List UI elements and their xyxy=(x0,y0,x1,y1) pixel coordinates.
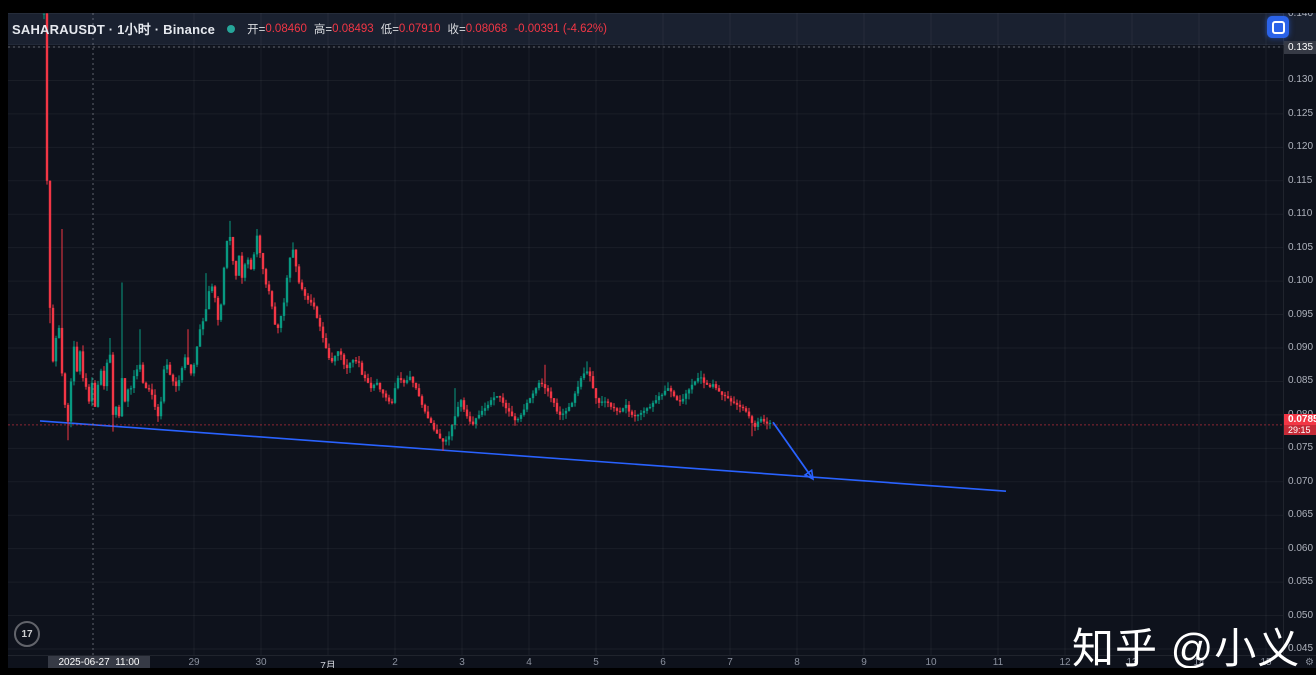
letterbox-bottom xyxy=(0,668,1316,675)
timezone-settings-icon[interactable]: ⚙ xyxy=(1305,657,1314,668)
change-value: -0.00391 (-4.62%) xyxy=(514,22,607,35)
bar-countdown: 29:15 xyxy=(1284,425,1316,436)
price-axis-label: 0.050 xyxy=(1288,609,1314,621)
time-axis-label: 7 xyxy=(727,657,733,668)
time-axis-label: 30 xyxy=(255,657,267,668)
letterbox-top xyxy=(0,0,1316,13)
blue-badge-icon[interactable] xyxy=(1267,16,1289,38)
time-axis-label: 8 xyxy=(794,657,800,668)
price-axis-label: 0.065 xyxy=(1288,509,1314,521)
time-axis-label: 3 xyxy=(459,657,465,668)
letterbox-left xyxy=(0,0,8,675)
header-band xyxy=(8,13,1316,45)
price-axis-label: 0.110 xyxy=(1288,208,1313,220)
crosshair-time-label: 2025-06-27 11:00 xyxy=(48,656,150,668)
last-price-value: 0.0785 xyxy=(1284,414,1316,426)
ring-glyph-icon xyxy=(1271,20,1285,34)
price-axis-label: 0.085 xyxy=(1288,375,1314,387)
price-axis-label: 0.130 xyxy=(1288,74,1314,86)
low-field: 低= 0.07910 xyxy=(380,22,441,36)
candlestick-chart[interactable] xyxy=(8,13,1283,655)
price-axis-label: 0.100 xyxy=(1288,275,1314,287)
time-axis-label: 6 xyxy=(660,657,666,668)
time-axis-label: 29 xyxy=(188,657,200,668)
high-field: 高= 0.08493 xyxy=(313,22,374,36)
price-axis-label: 0.055 xyxy=(1288,576,1314,588)
time-axis-label: 14 xyxy=(1193,657,1205,668)
price-axis-label: 0.045 xyxy=(1288,643,1314,654)
price-axis-label: 0.095 xyxy=(1288,308,1314,320)
symbol-title[interactable]: SAHARAUSDT · 1小时 · Binance xyxy=(12,22,216,37)
chart-root: SAHARAUSDT · 1小时 · Binance 开= 0.08460 高=… xyxy=(8,13,1316,668)
ohlc-legend: 开= 0.08460 高= 0.08493 低= 0.07910 收= 0.08… xyxy=(247,21,607,37)
close-field: 收= 0.08068 xyxy=(447,22,508,36)
price-axis-label: 0.105 xyxy=(1288,241,1314,253)
price-axis-label: 0.070 xyxy=(1288,475,1314,487)
time-axis-label: 10 xyxy=(925,657,937,668)
price-axis-label: 0.060 xyxy=(1288,542,1314,554)
open-field: 开= 0.08460 xyxy=(247,22,307,36)
time-axis-label: 7月 xyxy=(320,661,336,668)
price-axis-label: 0.140 xyxy=(1288,13,1314,19)
time-axis-label: 12 xyxy=(1059,657,1071,668)
time-axis[interactable]: 2025-06-27 11:00 ⚙ 29 30 7月 2 3 4 5 6 7 8 9 10 11 12 1… xyxy=(8,655,1316,668)
last-price-tag: 0.0785 29:15 xyxy=(1284,414,1316,436)
time-axis-label: 15 xyxy=(1260,657,1272,668)
price-axis-label: 0.120 xyxy=(1288,141,1314,153)
time-axis-label: 9 xyxy=(861,657,867,668)
chart-legend: SAHARAUSDT · 1小时 · Binance 开= 0.08460 高=… xyxy=(12,13,607,44)
market-status-icon xyxy=(227,24,236,33)
price-axis[interactable]: 0.135 0.0785 29:15 0.1400.1350.1300.1250… xyxy=(1283,13,1316,655)
crosshair-price-label: 0.135 xyxy=(1284,40,1316,54)
watermark-text: 知乎 @小义 xyxy=(1072,625,1301,668)
price-axis-label: 0.125 xyxy=(1288,107,1314,119)
time-axis-label: 5 xyxy=(593,657,599,668)
time-axis-label: 4 xyxy=(526,657,532,668)
price-axis-label: 0.080 xyxy=(1288,409,1313,420)
price-axis-label: 0.075 xyxy=(1288,442,1314,454)
price-axis-label: 0.115 xyxy=(1288,174,1313,186)
price-axis-label: 0.090 xyxy=(1288,342,1314,353)
time-axis-label: 2 xyxy=(392,657,398,668)
tradingview-logo-icon[interactable]: 17 xyxy=(14,621,40,647)
time-axis-label: 11 xyxy=(992,657,1004,668)
time-axis-label: 13 xyxy=(1126,657,1138,668)
